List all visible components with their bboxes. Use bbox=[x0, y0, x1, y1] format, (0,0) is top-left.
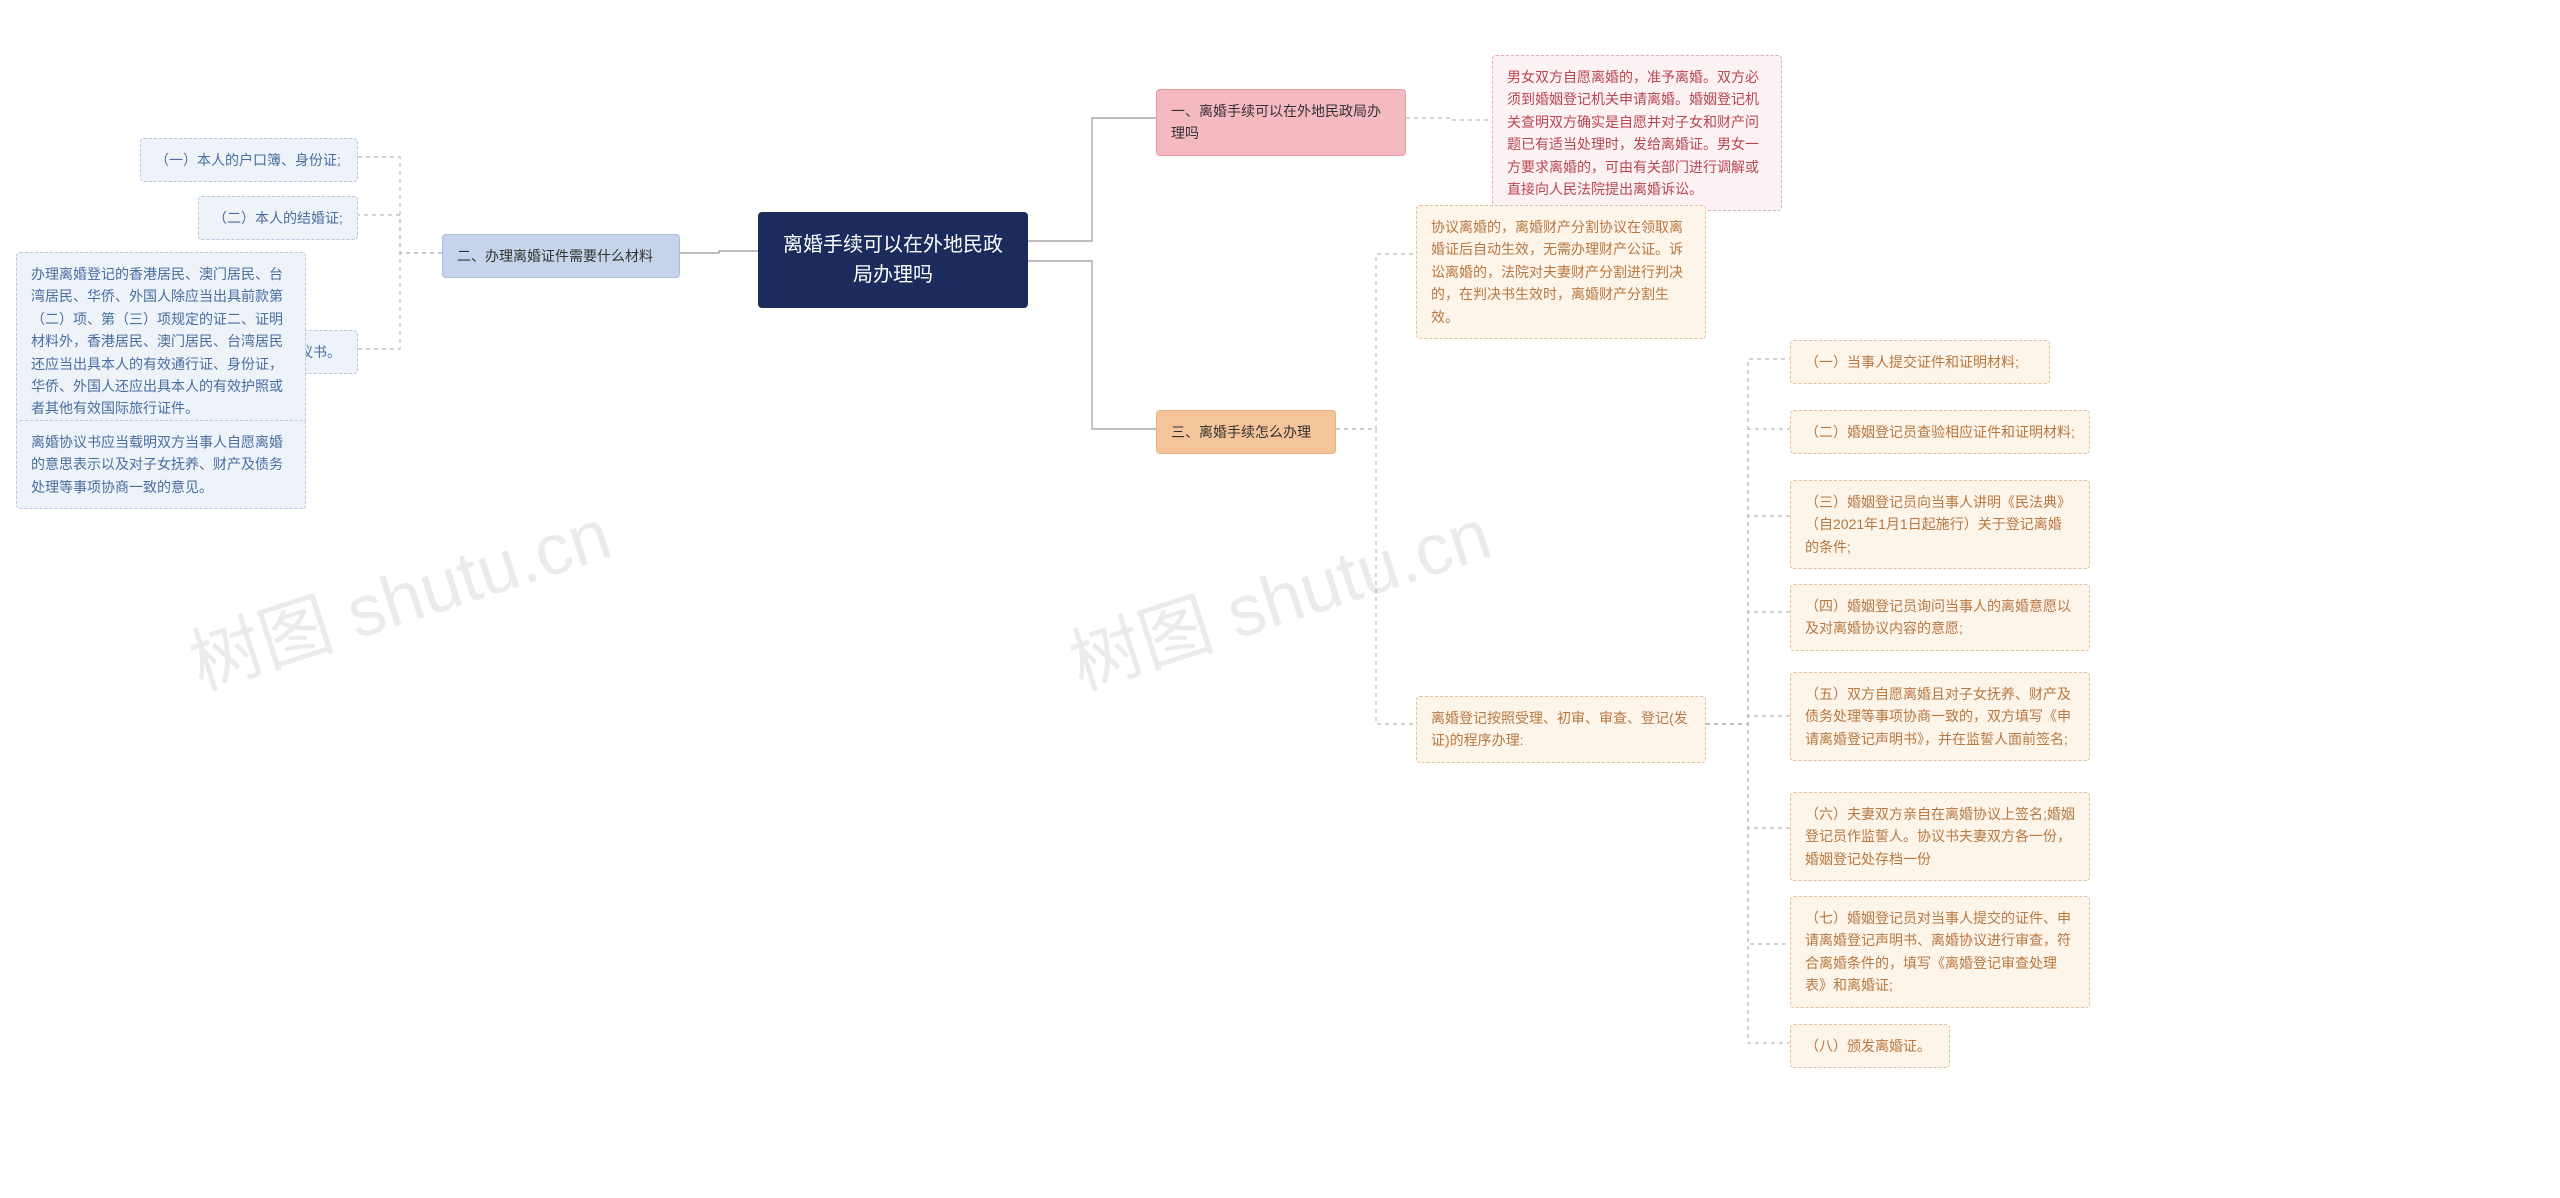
branch3-child-1-sub-7: （八）颁发离婚证。 bbox=[1790, 1024, 1950, 1068]
branch2-node: 二、办理离婚证件需要什么材料 bbox=[442, 234, 680, 278]
branch3-child-1-sub-1: （二）婚姻登记员查验相应证件和证明材料; bbox=[1790, 410, 2090, 454]
branch3-child-0-text: 协议离婚的，离婚财产分割协议在领取离婚证后自动生效，无需办理财产公证。诉讼离婚的… bbox=[1431, 219, 1683, 325]
branch3-child-1-sub-3: （四）婚姻登记员询问当事人的离婚意愿以及对离婚协议内容的意愿; bbox=[1790, 584, 2090, 651]
branch1-child-0: 男女双方自愿离婚的，准予离婚。双方必须到婚姻登记机关申请离婚。婚姻登记机关查明双… bbox=[1492, 55, 1782, 211]
branch3-child-1-text: 离婚登记按照受理、初审、审查、登记(发证)的程序办理: bbox=[1431, 710, 1688, 748]
branch1-child-0-text: 男女双方自愿离婚的，准予离婚。双方必须到婚姻登记机关申请离婚。婚姻登记机关查明双… bbox=[1507, 69, 1759, 197]
branch3-label: 三、离婚手续怎么办理 bbox=[1171, 424, 1311, 440]
branch3-child-1-sub-0-text: （一）当事人提交证件和证明材料; bbox=[1805, 354, 2019, 370]
branch3-child-1-sub-6-text: （七）婚姻登记员对当事人提交的证件、申请离婚登记声明书、离婚协议进行审查，符合离… bbox=[1805, 910, 2071, 993]
branch3-child-1-sub-3-text: （四）婚姻登记员询问当事人的离婚意愿以及对离婚协议内容的意愿; bbox=[1805, 598, 2071, 636]
root-node: 离婚手续可以在外地民政 局办理吗 bbox=[758, 212, 1028, 308]
branch2-child-2-sub-1-text: 离婚协议书应当载明双方当事人自愿离婚的意思表示以及对子女抚养、财产及债务处理等事… bbox=[31, 434, 283, 495]
branch2-child-1: （二）本人的结婚证; bbox=[198, 196, 358, 240]
branch2-child-2-sub-0: 办理离婚登记的香港居民、澳门居民、台湾居民、华侨、外国人除应当出具前款第（二）项… bbox=[16, 252, 306, 431]
branch2-label: 二、办理离婚证件需要什么材料 bbox=[457, 248, 653, 264]
branch3-child-1-sub-0: （一）当事人提交证件和证明材料; bbox=[1790, 340, 2050, 384]
branch3-node: 三、离婚手续怎么办理 bbox=[1156, 410, 1336, 454]
branch3-child-1-sub-2-text: （三）婚姻登记员向当事人讲明《民法典》（自2021年1月1日起施行）关于登记离婚… bbox=[1805, 494, 2071, 555]
branch3-child-1: 离婚登记按照受理、初审、审查、登记(发证)的程序办理: bbox=[1416, 696, 1706, 763]
branch3-child-1-sub-4-text: （五）双方自愿离婚且对子女抚养、财产及债务处理等事项协商一致的，双方填写《申请离… bbox=[1805, 686, 2071, 747]
branch3-child-1-sub-1-text: （二）婚姻登记员查验相应证件和证明材料; bbox=[1805, 424, 2075, 440]
branch3-child-1-sub-7-text: （八）颁发离婚证。 bbox=[1805, 1038, 1931, 1054]
branch3-child-1-sub-2: （三）婚姻登记员向当事人讲明《民法典》（自2021年1月1日起施行）关于登记离婚… bbox=[1790, 480, 2090, 569]
branch2-child-0: （一）本人的户口簿、身份证; bbox=[140, 138, 358, 182]
branch2-child-0-text: （一）本人的户口簿、身份证; bbox=[155, 152, 341, 168]
branch2-child-2-sub-1: 离婚协议书应当载明双方当事人自愿离婚的意思表示以及对子女抚养、财产及债务处理等事… bbox=[16, 420, 306, 509]
branch3-child-1-sub-5: （六）夫妻双方亲自在离婚协议上签名;婚姻登记员作监誓人。协议书夫妻双方各一份，婚… bbox=[1790, 792, 2090, 881]
branch3-child-1-sub-4: （五）双方自愿离婚且对子女抚养、财产及债务处理等事项协商一致的，双方填写《申请离… bbox=[1790, 672, 2090, 761]
connector-layer bbox=[0, 0, 2560, 1198]
branch1-node: 一、离婚手续可以在外地民政局办 理吗 bbox=[1156, 89, 1406, 156]
branch3-child-0: 协议离婚的，离婚财产分割协议在领取离婚证后自动生效，无需办理财产公证。诉讼离婚的… bbox=[1416, 205, 1706, 339]
branch1-label: 一、离婚手续可以在外地民政局办 理吗 bbox=[1171, 103, 1381, 141]
watermark-2: 树图 shutu.cn bbox=[1054, 475, 1501, 710]
branch3-child-1-sub-6: （七）婚姻登记员对当事人提交的证件、申请离婚登记声明书、离婚协议进行审查，符合离… bbox=[1790, 896, 2090, 1008]
root-text: 离婚手续可以在外地民政 局办理吗 bbox=[783, 234, 1003, 286]
branch3-child-1-sub-5-text: （六）夫妻双方亲自在离婚协议上签名;婚姻登记员作监誓人。协议书夫妻双方各一份，婚… bbox=[1805, 806, 2075, 867]
branch2-child-2-sub-0-text: 办理离婚登记的香港居民、澳门居民、台湾居民、华侨、外国人除应当出具前款第（二）项… bbox=[31, 266, 283, 416]
branch2-child-1-text: （二）本人的结婚证; bbox=[213, 210, 343, 226]
watermark-1: 树图 shutu.cn bbox=[174, 475, 621, 710]
